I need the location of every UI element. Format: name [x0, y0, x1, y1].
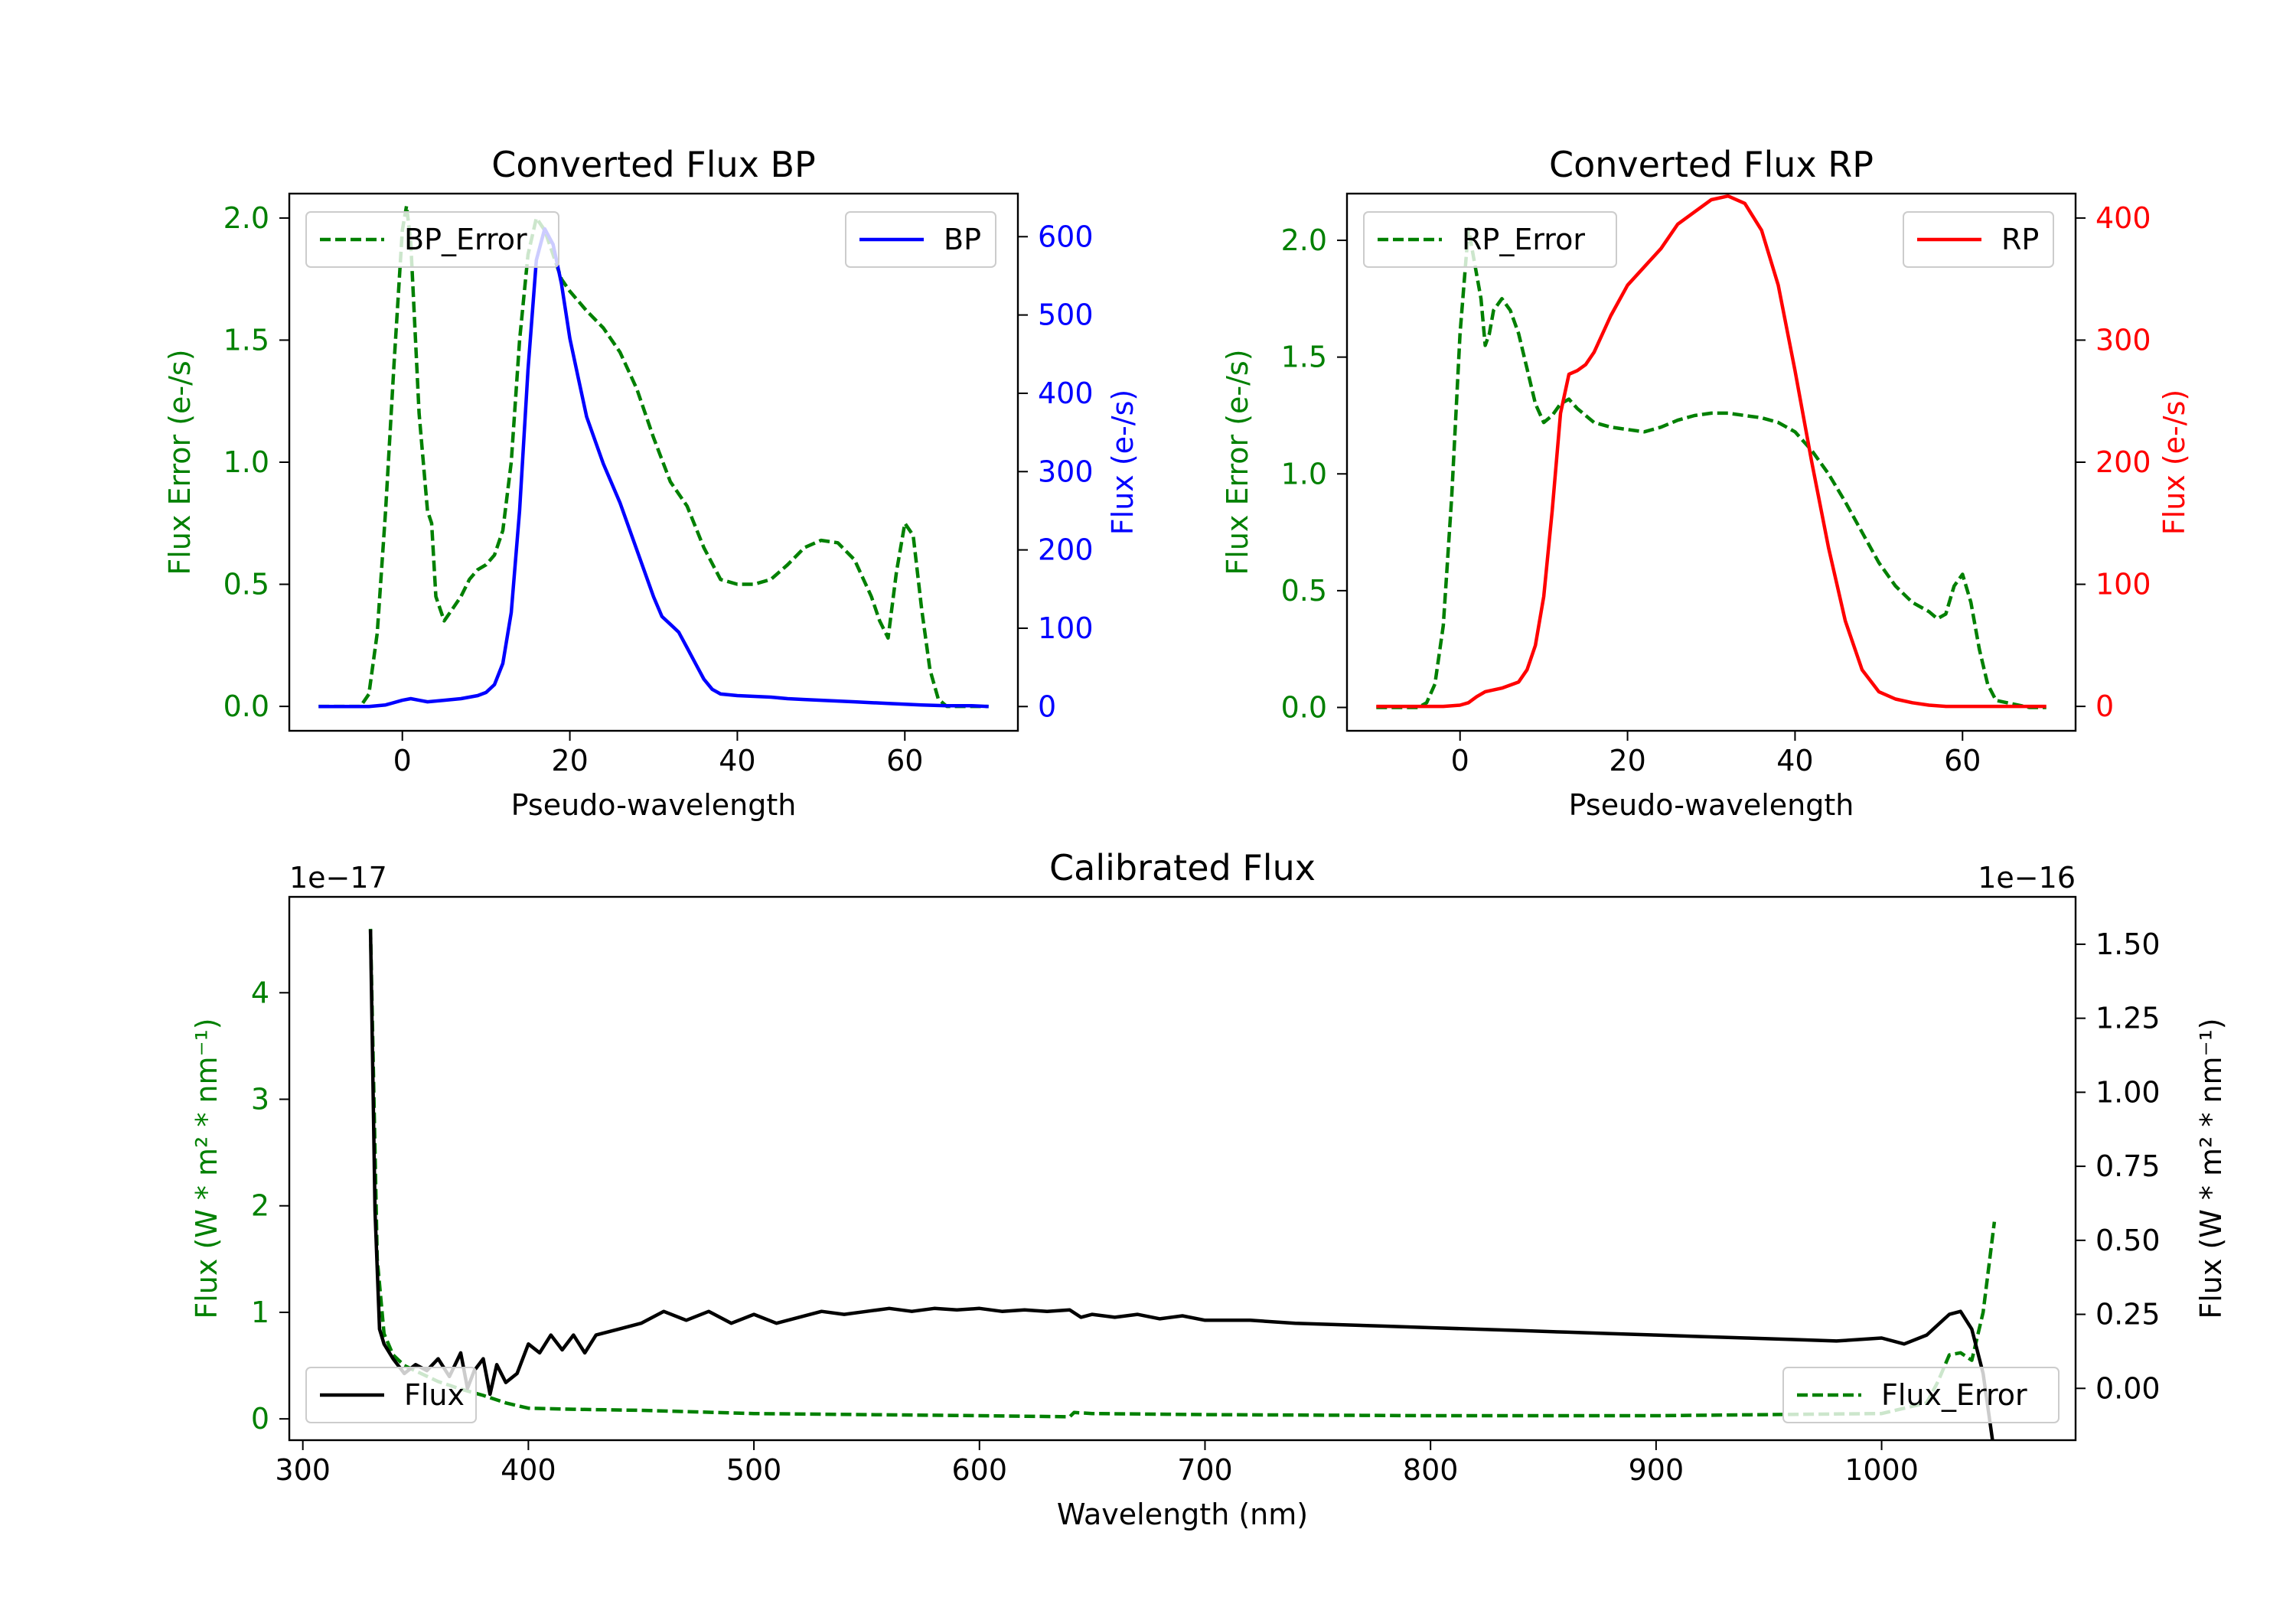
rp-y-axis-label-left: Flux Error (e-/s)	[1221, 349, 1254, 575]
rp-x-tick-label: 40	[1776, 744, 1813, 777]
rp-legend-error-box	[1363, 211, 1617, 268]
calibrated-x-tick-label: 600	[952, 1453, 1008, 1487]
calibrated-offset-right: 1e−16	[1978, 861, 2076, 895]
chart-rp: 0 20 40 60 0.0 0.5 1.0 1.5 2.0 0 100 200 300 400 Conv…	[1221, 144, 2191, 822]
calibrated-y-axis-label-right: Flux (W * m² * nm⁻¹)	[2194, 1018, 2228, 1319]
calibrated-y-axis-label-left: Flux (W * m² * nm⁻¹)	[190, 1018, 223, 1319]
bp-legend-flux: BP	[845, 211, 996, 268]
rp-x-tick-label: 60	[1944, 744, 1981, 777]
rp-y-tick-label-right: 400	[2095, 201, 2151, 235]
rp-y-tick-label-left: 0.5	[1281, 574, 1327, 608]
calibrated-ticks: 300 400 500 600 700 800 900 1000 0 1 2 3 4 0.00 0.25 0.…	[251, 927, 2161, 1487]
calibrated-series-flux	[368, 929, 1994, 1440]
bp-legend-error-label: BP_Error	[404, 223, 527, 256]
calibrated-axes-frame	[288, 895, 2077, 1442]
rp-x-axis-label: Pseudo-wavelength	[1569, 788, 1854, 822]
rp-x-tick-label: 0	[1451, 744, 1469, 777]
calibrated-y-tick-label-right: 1.25	[2095, 1002, 2161, 1035]
bp-x-tick-label: 0	[393, 744, 412, 777]
calibrated-legend-error-label: Flux_Error	[1881, 1378, 2027, 1412]
rp-legend-flux-label: RP	[2001, 223, 2039, 256]
calibrated-legend-error-box	[1782, 1367, 2060, 1423]
calibrated-x-tick-label: 900	[1629, 1453, 1684, 1487]
bp-y-tick-label-right: 600	[1038, 220, 1094, 253]
calibrated-x-tick-label: 300	[275, 1453, 331, 1487]
rp-y-tick-label-right: 0	[2095, 689, 2114, 723]
rp-y-tick-label-left: 1.0	[1281, 457, 1327, 491]
calibrated-legend-error: Flux_Error	[1782, 1367, 2060, 1423]
bp-y-tick-label-left: 0.5	[223, 568, 269, 601]
rp-y-tick-label-right: 200	[2095, 445, 2151, 479]
bp-y-tick-label-right: 0	[1038, 689, 1056, 723]
calibrated-x-tick-label: 400	[501, 1453, 556, 1487]
rp-y-axis-label-right: Flux (e-/s)	[2157, 390, 2191, 535]
bp-ticks: 0 20 40 60 0.0 0.5 1.0 1.5 2.0 0 100 200 300 400 500 60…	[223, 201, 1094, 777]
calibrated-y-tick-label-right: 0.00	[2095, 1371, 2161, 1405]
bp-series-bp	[318, 227, 989, 709]
calibrated-y-tick-label-right: 1.50	[2095, 927, 2161, 961]
bp-legend-error: BP_Error	[305, 211, 559, 268]
bp-legend-error-box	[305, 211, 559, 268]
calibrated-offset-left: 1e−17	[289, 861, 387, 895]
calibrated-y-tick-label-left: 4	[251, 976, 269, 1009]
rp-plot-lines	[1376, 194, 2047, 709]
calibrated-x-axis-label: Wavelength (nm)	[1057, 1498, 1308, 1531]
bp-y-axis-label-right: Flux (e-/s)	[1106, 390, 1140, 535]
chart-calibrated: 300 400 500 600 700 800 900 1000 0 1 2 3 4 0.00 0.25 0.…	[190, 847, 2228, 1531]
calibrated-x-tick-label: 800	[1403, 1453, 1459, 1487]
rp-legend-error: RP_Error	[1363, 211, 1617, 268]
bp-y-tick-label-right: 200	[1038, 533, 1094, 567]
rp-y-tick-label-right: 300	[2095, 323, 2151, 357]
bp-y-tick-label-right: 100	[1038, 611, 1094, 645]
bp-y-axis-label-left: Flux Error (e-/s)	[163, 349, 197, 575]
calibrated-y-tick-label-left: 3	[251, 1083, 269, 1116]
rp-y-tick-label-left: 1.5	[1281, 341, 1327, 374]
calibrated-x-tick-label: 500	[726, 1453, 782, 1487]
bp-y-tick-label-right: 500	[1038, 298, 1094, 332]
bp-series-bp-error	[318, 204, 989, 709]
rp-ticks: 0 20 40 60 0.0 0.5 1.0 1.5 2.0 0 100 200 300 400	[1281, 201, 2151, 777]
bp-y-tick-label-right: 300	[1038, 455, 1094, 488]
calibrated-y-tick-label-left: 2	[251, 1189, 269, 1223]
bp-y-tick-label-right: 400	[1038, 376, 1094, 410]
rp-legend-error-label: RP_Error	[1462, 223, 1585, 256]
calibrated-legend-flux: Flux	[305, 1367, 477, 1423]
bp-title: Converted Flux BP	[491, 144, 816, 185]
rp-y-tick-label-left: 2.0	[1281, 223, 1327, 257]
calibrated-legend-flux-label: Flux	[404, 1378, 465, 1412]
calibrated-y-tick-label-right: 0.25	[2095, 1298, 2161, 1332]
calibrated-y-tick-label-right: 0.50	[2095, 1224, 2161, 1257]
bp-x-tick-label: 40	[719, 744, 755, 777]
rp-x-tick-label: 20	[1609, 744, 1645, 777]
rp-series-rp	[1376, 194, 2047, 709]
calibrated-series-flux-error	[368, 928, 1997, 1419]
bp-x-tick-label: 60	[886, 744, 923, 777]
bp-y-tick-label-left: 0.0	[223, 689, 269, 723]
bp-plot-lines	[318, 204, 989, 709]
bp-x-axis-label: Pseudo-wavelength	[511, 788, 797, 822]
rp-title: Converted Flux RP	[1549, 144, 1874, 185]
bp-y-tick-label-left: 2.0	[223, 201, 269, 235]
rp-legend-flux: RP	[1903, 211, 2054, 268]
calibrated-y-tick-label-left: 0	[251, 1402, 269, 1436]
rp-series-rp-error	[1376, 227, 2047, 709]
calibrated-y-tick-label-right: 0.75	[2095, 1149, 2161, 1183]
calibrated-y-tick-label-right: 1.00	[2095, 1075, 2161, 1109]
bp-y-tick-label-left: 1.5	[223, 323, 269, 357]
calibrated-legend-flux-box	[305, 1367, 477, 1423]
calibrated-x-tick-label: 700	[1177, 1453, 1233, 1487]
calibrated-x-tick-label: 1000	[1844, 1453, 1919, 1487]
calibrated-plot-lines	[368, 928, 1997, 1440]
bp-x-tick-label: 20	[551, 744, 588, 777]
rp-y-tick-label-left: 0.0	[1281, 690, 1327, 724]
bp-y-tick-label-left: 1.0	[223, 445, 269, 479]
rp-y-tick-label-right: 100	[2095, 568, 2151, 601]
chart-bp: 0 20 40 60 0.0 0.5 1.0 1.5 2.0 0 100 200 300 400 500 60…	[163, 144, 1140, 822]
calibrated-y-tick-label-left: 1	[251, 1296, 269, 1329]
calibrated-title: Calibrated Flux	[1049, 847, 1316, 888]
bp-legend-flux-label: BP	[944, 223, 981, 256]
